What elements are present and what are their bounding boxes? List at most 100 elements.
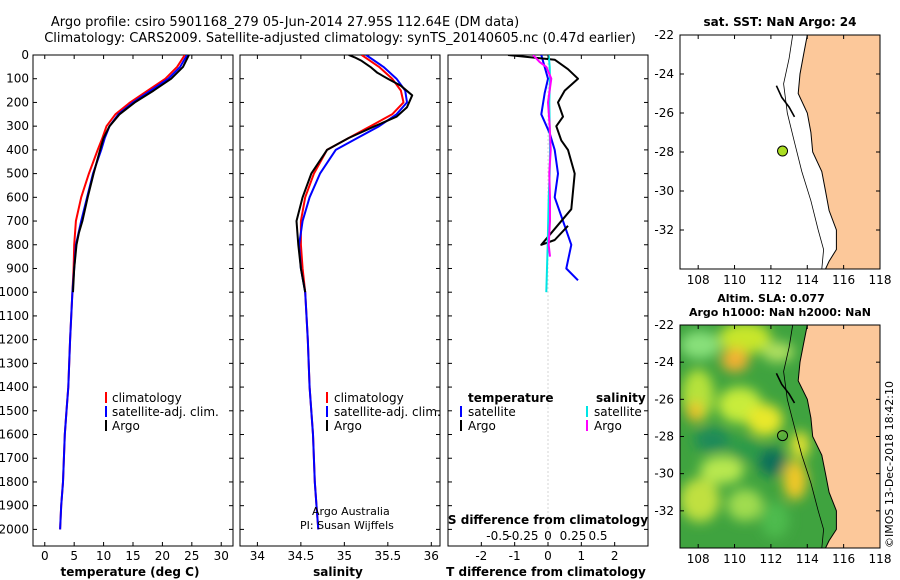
- lat-tick-label: -30: [654, 467, 674, 481]
- australia-land: [797, 35, 880, 269]
- sst-map: sat. SST: NaN Argo: 24 108 110 112 114 116 11…: [654, 15, 892, 287]
- depth-tick-label: 300: [6, 119, 29, 133]
- depth-tick-label: 1200: [0, 333, 29, 347]
- temperature-panel: 0 100 200 300 400 500 600 700 800 900 1000 1100 1200…: [0, 48, 234, 579]
- difference-x-tick-label: -2: [475, 549, 487, 563]
- salinity-panel: 34 34.5 35 35.5 36 salinity climatology sate…: [239, 54, 441, 579]
- salinity-axes-box: [239, 54, 441, 547]
- depth-tick-label: 700: [6, 214, 29, 228]
- difference-x-tick-label: 2: [611, 549, 619, 563]
- depth-tick-label: 0: [21, 48, 29, 62]
- legend-temperature-header: temperature: [468, 391, 553, 405]
- lon-tick-label: 116: [832, 552, 855, 566]
- lat-tick-label: -26: [654, 106, 674, 120]
- lon-tick-label: 108: [687, 273, 710, 287]
- depth-tick-label: 100: [6, 72, 29, 86]
- legend-satellite: satellite-adj. clim.: [334, 405, 441, 419]
- lat-tick-label: -32: [654, 223, 674, 237]
- islands-outline: [775, 85, 796, 118]
- lon-tick-label: 118: [869, 552, 892, 566]
- argo-float-marker: [777, 430, 789, 442]
- lat-tick-label: -32: [654, 504, 674, 518]
- salinity-satellite-adj-clim--line: [298, 55, 408, 530]
- legend-salinity-header: salinity: [596, 391, 646, 405]
- sla-map: Altim. SLA: 0.077 Argo h1000: NaN h2000:…: [654, 292, 896, 566]
- legend-temp-argo: Argo: [468, 419, 496, 433]
- credit-line1: Argo Australia: [312, 505, 390, 518]
- difference-x-tick-label: 1: [578, 549, 586, 563]
- depth-tick-label: 1900: [0, 499, 29, 513]
- s-diff-xlabel: S difference from climatology: [448, 513, 648, 527]
- depth-tick-label: 600: [6, 190, 29, 204]
- legend-argo: Argo: [112, 419, 140, 433]
- s-diff-tick-label: 0: [544, 529, 552, 543]
- difference-x-tick-label: 0: [544, 549, 552, 563]
- depth-tick-label: 1600: [0, 428, 29, 442]
- temperature-x-tick-label: 25: [184, 549, 199, 563]
- lon-tick-label: 112: [759, 273, 782, 287]
- depth-tick-label: 1000: [0, 285, 29, 299]
- salinity-x-tick-label: 34.5: [288, 549, 315, 563]
- depth-tick-label: 1700: [0, 451, 29, 465]
- lon-tick-label: 118: [869, 273, 892, 287]
- temperature-x-tick-label: 10: [96, 549, 111, 563]
- temperature-x-tick-label: 5: [70, 549, 78, 563]
- s-diff-tick-label: -0.25: [507, 529, 538, 543]
- salinity-x-tick-label: 36: [424, 549, 439, 563]
- depth-tick-label: 1500: [0, 404, 29, 418]
- depth-tick-label: 1100: [0, 309, 29, 323]
- s-diff-tick-label: 0.25: [560, 529, 587, 543]
- temperature-x-tick-label: 20: [155, 549, 170, 563]
- legend-satellite: satellite-adj. clim.: [112, 405, 219, 419]
- difference-panel: -2 -1 0 1 2 -0.5-0.25 0 0.25 0.5 T difference fr…: [446, 54, 649, 579]
- depth-tick-label: 1400: [0, 380, 29, 394]
- temperature-argo-line: [72, 55, 190, 293]
- difference-salinity-argo-line: [532, 55, 553, 257]
- sla-map-title-1: Altim. SLA: 0.077: [717, 292, 824, 305]
- temperature-xlabel: temperature (deg C): [61, 565, 200, 579]
- lon-tick-label: 110: [723, 273, 746, 287]
- salinity-xlabel: salinity: [313, 565, 363, 579]
- islands-outline: [775, 372, 796, 404]
- salinity-argo-line: [295, 55, 414, 293]
- s-diff-tick-label: 0.5: [588, 529, 607, 543]
- lon-tick-label: 108: [687, 552, 710, 566]
- depth-tick-label: 800: [6, 238, 29, 252]
- depth-tick-label: 1800: [0, 475, 29, 489]
- difference-x-tick-label: -1: [509, 549, 521, 563]
- sla-map-title-2: Argo h1000: NaN h2000: NaN: [689, 306, 871, 319]
- temperature-legend: climatology satellite-adj. clim. Argo: [105, 391, 219, 433]
- legend-temp-satellite: satellite: [468, 405, 516, 419]
- temperature-x-tick-label: 30: [214, 549, 229, 563]
- legend-climatology: climatology: [112, 391, 182, 405]
- legend-sal-argo: Argo: [594, 419, 622, 433]
- legend-argo: Argo: [334, 419, 362, 433]
- depth-tick-label: 900: [6, 261, 29, 275]
- sla-field: [680, 325, 810, 538]
- difference-legend: temperature salinity satellite Argo sate…: [460, 391, 646, 433]
- lat-tick-label: -24: [654, 355, 674, 369]
- t-diff-xlabel: T difference from climatology: [446, 565, 646, 579]
- difference-temperature-satellite-line: [540, 55, 579, 282]
- depth-tick-label: 200: [6, 95, 29, 109]
- lat-tick-label: -22: [654, 318, 674, 332]
- figure-title-line2: Climatology: CARS2009. Satellite-adjuste…: [44, 31, 636, 46]
- depth-tick-label: 500: [6, 167, 29, 181]
- lon-tick-label: 114: [796, 552, 819, 566]
- lat-tick-label: -28: [654, 145, 674, 159]
- legend-climatology: climatology: [334, 391, 404, 405]
- depth-tick-label: 400: [6, 143, 29, 157]
- depth-tick-label: 2000: [0, 522, 29, 536]
- copyright-timestamp: ©IMOS 13-Dec-2018 18:42:10: [883, 381, 896, 548]
- lon-tick-label: 110: [723, 552, 746, 566]
- salinity-x-tick-label: 35.5: [374, 549, 401, 563]
- australia-land: [797, 325, 880, 548]
- salinity-x-tick-label: 34: [250, 549, 265, 563]
- lat-tick-label: -28: [654, 430, 674, 444]
- temperature-axes-box: [32, 54, 234, 547]
- lat-tick-label: -30: [654, 184, 674, 198]
- depth-tick-label: 1300: [0, 356, 29, 370]
- legend-sal-satellite: satellite: [594, 405, 642, 419]
- sst-map-title: sat. SST: NaN Argo: 24: [703, 15, 856, 29]
